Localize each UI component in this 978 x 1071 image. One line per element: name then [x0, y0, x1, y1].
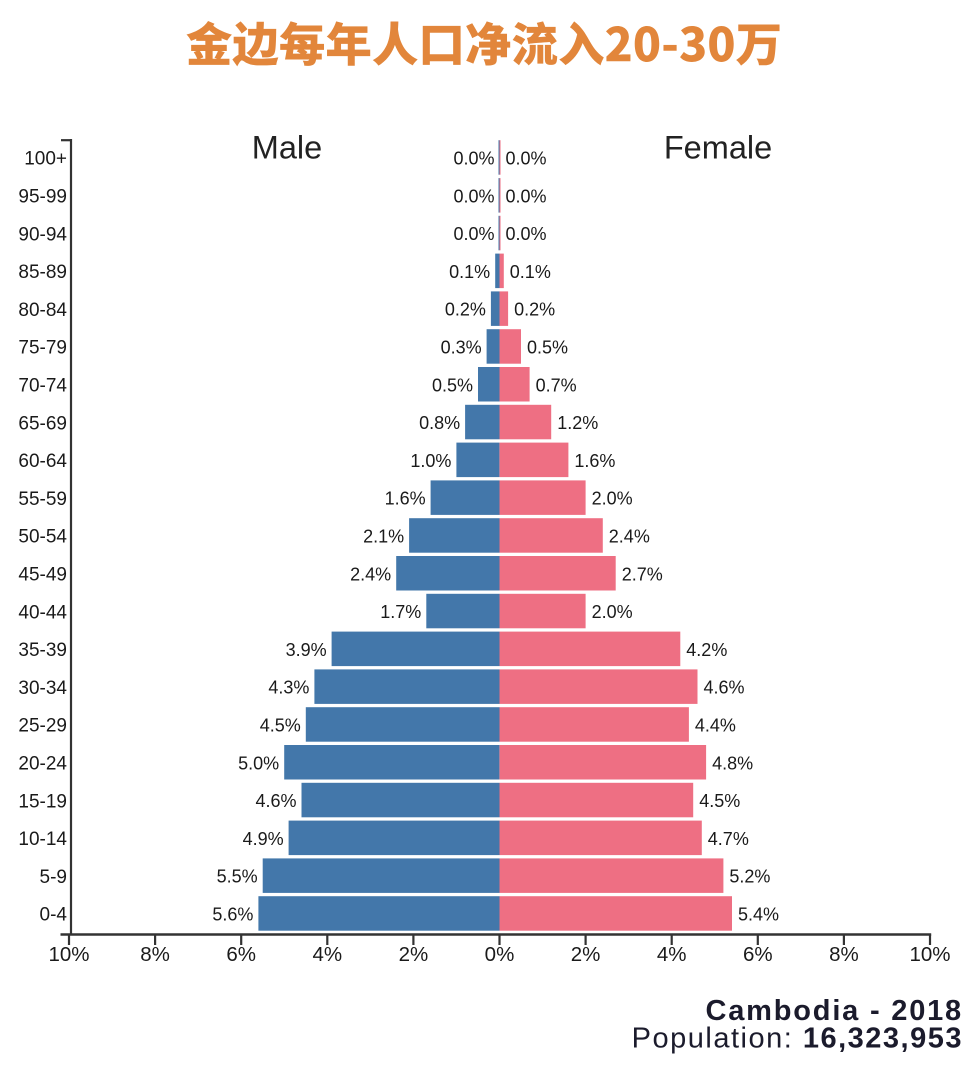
svg-text:4.5%: 4.5%: [260, 716, 301, 736]
svg-text:10%: 10%: [909, 943, 950, 966]
svg-text:4.9%: 4.9%: [243, 829, 284, 849]
svg-text:80-84: 80-84: [18, 300, 67, 321]
svg-text:4.7%: 4.7%: [708, 829, 749, 849]
svg-text:0.7%: 0.7%: [536, 375, 577, 395]
svg-text:75-79: 75-79: [18, 338, 67, 359]
svg-text:0.0%: 0.0%: [506, 149, 547, 169]
svg-text:2.4%: 2.4%: [350, 564, 391, 584]
svg-text:2%: 2%: [571, 943, 601, 966]
svg-text:0.1%: 0.1%: [449, 262, 490, 282]
svg-text:0.0%: 0.0%: [453, 149, 494, 169]
svg-text:1.6%: 1.6%: [385, 489, 426, 509]
svg-text:4.5%: 4.5%: [699, 791, 740, 811]
svg-text:Male: Male: [252, 130, 322, 166]
svg-text:85-89: 85-89: [18, 262, 67, 283]
svg-text:0.0%: 0.0%: [506, 186, 547, 206]
svg-text:1.0%: 1.0%: [410, 451, 451, 471]
svg-text:0.2%: 0.2%: [514, 300, 555, 320]
svg-text:2.0%: 2.0%: [592, 602, 633, 622]
svg-text:90-94: 90-94: [18, 224, 67, 245]
svg-text:4%: 4%: [657, 943, 687, 966]
svg-text:4.6%: 4.6%: [704, 678, 745, 698]
svg-text:8%: 8%: [140, 943, 170, 966]
svg-text:10%: 10%: [48, 943, 89, 966]
svg-text:5.5%: 5.5%: [217, 867, 258, 887]
svg-text:40-44: 40-44: [18, 602, 67, 623]
svg-text:Cambodia - 2018: Cambodia - 2018: [706, 995, 963, 1027]
svg-text:45-49: 45-49: [18, 565, 67, 586]
svg-text:95-99: 95-99: [18, 187, 67, 208]
svg-text:2%: 2%: [399, 943, 429, 966]
svg-text:0.3%: 0.3%: [441, 338, 482, 358]
svg-text:5-9: 5-9: [40, 867, 67, 888]
svg-text:0.8%: 0.8%: [419, 413, 460, 433]
svg-text:10-14: 10-14: [18, 829, 67, 850]
svg-text:65-69: 65-69: [18, 413, 67, 434]
svg-text:4.8%: 4.8%: [712, 753, 753, 773]
svg-text:20-24: 20-24: [18, 754, 67, 775]
svg-text:0-4: 0-4: [40, 905, 68, 926]
svg-text:4.4%: 4.4%: [695, 716, 736, 736]
svg-text:50-54: 50-54: [18, 527, 67, 548]
svg-text:2.7%: 2.7%: [622, 564, 663, 584]
svg-text:35-39: 35-39: [18, 640, 67, 661]
svg-text:0.5%: 0.5%: [527, 338, 568, 358]
svg-text:5.4%: 5.4%: [738, 905, 779, 925]
svg-text:1.6%: 1.6%: [574, 451, 615, 471]
svg-text:0.0%: 0.0%: [506, 224, 547, 244]
svg-text:1.7%: 1.7%: [380, 602, 421, 622]
svg-text:Population: 16,323,953: Population: 16,323,953: [632, 1023, 963, 1055]
svg-text:5.0%: 5.0%: [238, 753, 279, 773]
svg-text:3.9%: 3.9%: [286, 640, 327, 660]
svg-text:0.0%: 0.0%: [453, 224, 494, 244]
svg-text:0.0%: 0.0%: [453, 186, 494, 206]
svg-text:4.2%: 4.2%: [686, 640, 727, 660]
svg-text:15-19: 15-19: [18, 791, 67, 812]
svg-text:70-74: 70-74: [18, 376, 67, 397]
svg-text:0.2%: 0.2%: [445, 300, 486, 320]
svg-text:2.1%: 2.1%: [363, 527, 404, 547]
svg-text:6%: 6%: [743, 943, 773, 966]
svg-text:Female: Female: [664, 130, 772, 166]
svg-text:2.4%: 2.4%: [609, 527, 650, 547]
svg-text:0%: 0%: [485, 943, 515, 966]
svg-text:1.2%: 1.2%: [557, 413, 598, 433]
svg-text:8%: 8%: [829, 943, 859, 966]
svg-text:4.6%: 4.6%: [255, 791, 296, 811]
svg-text:100+: 100+: [24, 149, 67, 170]
svg-text:6%: 6%: [226, 943, 256, 966]
svg-text:4%: 4%: [312, 943, 342, 966]
svg-text:4.3%: 4.3%: [268, 678, 309, 698]
svg-text:30-34: 30-34: [18, 678, 67, 699]
svg-text:55-59: 55-59: [18, 489, 67, 510]
svg-text:0.1%: 0.1%: [510, 262, 551, 282]
svg-text:5.2%: 5.2%: [729, 867, 770, 887]
svg-text:2.0%: 2.0%: [592, 489, 633, 509]
svg-text:60-64: 60-64: [18, 451, 67, 472]
svg-text:25-29: 25-29: [18, 716, 67, 737]
svg-text:0.5%: 0.5%: [432, 375, 473, 395]
svg-text:5.6%: 5.6%: [212, 905, 253, 925]
